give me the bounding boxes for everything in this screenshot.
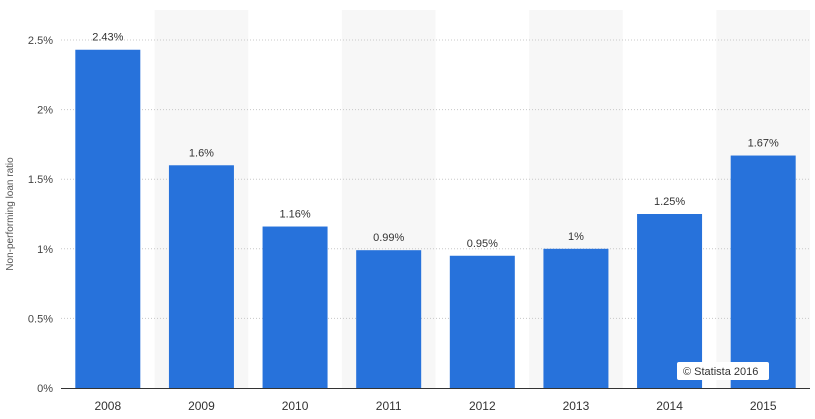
x-tick-label: 2009	[188, 399, 215, 413]
data-label: 1.6%	[189, 147, 214, 159]
y-tick-label: 0%	[37, 383, 53, 395]
data-label: 0.95%	[467, 238, 498, 250]
bar	[543, 248, 609, 388]
bar	[637, 214, 703, 388]
bar	[356, 250, 422, 388]
bar	[262, 226, 328, 388]
bar	[75, 49, 141, 389]
data-label: 1.16%	[279, 209, 310, 221]
x-axis-ticks: 2008 2009 2010 2011 2012 2013 2014 2015	[94, 399, 776, 413]
data-label: 0.99%	[373, 232, 404, 244]
x-tick-label: 2014	[656, 399, 683, 413]
y-axis-ticks: 0% 0.5% 1% 1.5% 2% 2.5%	[28, 35, 53, 395]
data-label: 1%	[568, 231, 584, 243]
bar	[168, 165, 234, 388]
bar	[449, 255, 515, 388]
data-label: 1.67%	[748, 138, 779, 150]
y-tick-label: 2%	[37, 105, 53, 117]
x-tick-label: 2008	[94, 399, 121, 413]
y-tick-label: 0.5%	[28, 313, 53, 325]
bars	[75, 49, 796, 389]
y-tick-label: 2.5%	[28, 35, 53, 47]
y-axis-title: Non-performing loan ratio	[5, 157, 16, 271]
y-tick-label: 1%	[37, 244, 53, 256]
x-tick-label: 2011	[376, 399, 402, 413]
data-label: 2.43%	[92, 32, 123, 44]
credit-text: © Statista 2016	[683, 366, 758, 378]
x-tick-label: 2013	[563, 399, 590, 413]
x-tick-label: 2010	[282, 399, 309, 413]
y-tick-label: 1.5%	[28, 174, 53, 186]
credit-badge: © Statista 2016	[677, 362, 769, 380]
credit-background	[677, 362, 769, 380]
x-tick-label: 2015	[750, 399, 777, 413]
bar	[730, 155, 796, 388]
data-labels: 2.43% 1.6% 1.16% 0.99% 0.95% 1% 1.25% 1.67%	[92, 32, 779, 250]
data-label: 1.25%	[654, 196, 685, 208]
x-tick-label: 2012	[469, 399, 496, 413]
